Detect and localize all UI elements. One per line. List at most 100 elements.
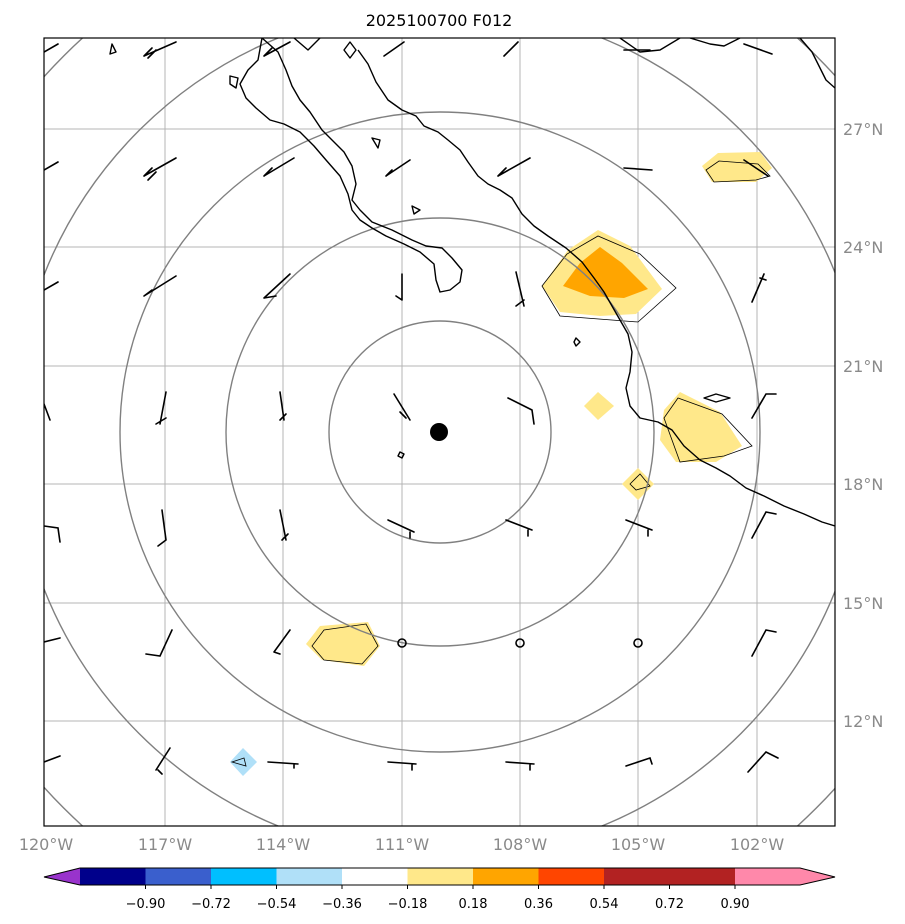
range-ring-3	[119, 111, 761, 753]
wind-barb	[143, 41, 177, 59]
colorbar-label: −0.72	[191, 897, 231, 912]
calm-markers	[397, 638, 643, 648]
coastline-baja-california	[239, 38, 463, 293]
wind-barb	[625, 756, 653, 767]
wind-barb	[393, 393, 411, 421]
positive-shade-east	[660, 392, 742, 462]
wind-barbs	[44, 41, 779, 775]
range-ring-1	[328, 320, 552, 544]
wind-barb	[387, 519, 415, 539]
coastline-north-east-1	[619, 38, 681, 53]
shaded-fields	[230, 152, 772, 776]
wind-barb	[145, 629, 173, 657]
colorbar-outline	[43, 867, 836, 886]
lat-label-18: 18°N	[843, 475, 883, 494]
coastline-islet-3	[371, 137, 381, 149]
gridlines	[44, 38, 835, 826]
latitude-labels: 27°N 24°N 21°N 18°N 15°N 12°N	[843, 120, 883, 731]
calm-wind-marker	[397, 638, 407, 648]
wind-barb	[44, 281, 59, 291]
wind-barb	[507, 397, 535, 425]
lon-label-111: 111°W	[375, 835, 430, 854]
coastline-north-1	[293, 38, 321, 51]
wind-barb	[143, 275, 177, 297]
wind-barb	[279, 391, 287, 421]
wind-barb	[625, 519, 653, 537]
lon-label-108: 108°W	[493, 835, 548, 854]
wind-barb	[157, 509, 167, 547]
wind-barb	[44, 403, 51, 421]
wind-barb	[747, 751, 779, 773]
colorbar-bin	[211, 868, 277, 885]
coastline-north-east-2	[689, 38, 741, 47]
contour-small-2	[629, 473, 651, 491]
lon-label-114: 114°W	[256, 835, 311, 854]
colorbar-bin	[80, 868, 146, 885]
colorbar-label: 0.36	[524, 897, 553, 912]
wind-barb	[751, 273, 767, 303]
colorbar-bin	[473, 868, 539, 885]
coastline-mainland-mexico	[357, 49, 835, 527]
colorbar-label: −0.54	[257, 897, 297, 912]
positive-shade-coastal-orange	[563, 247, 648, 298]
wind-barb	[44, 637, 61, 643]
lon-label-105: 105°W	[611, 835, 666, 854]
colorbar-label: 0.72	[655, 897, 684, 912]
lat-label-12: 12°N	[843, 712, 883, 731]
colorbar-bin	[669, 868, 735, 885]
lon-label-117: 117°W	[138, 835, 193, 854]
lat-label-24: 24°N	[843, 238, 883, 257]
lon-label-102: 102°W	[730, 835, 785, 854]
coastline-islet-7	[703, 393, 731, 403]
colorbar-label: −0.90	[126, 897, 166, 912]
wind-barb	[263, 273, 291, 299]
colorbar-label: 0.54	[590, 897, 619, 912]
wind-barb	[395, 273, 403, 301]
wind-barb	[263, 41, 291, 57]
wind-barb	[387, 761, 417, 771]
longitude-labels: 120°W 117°W 114°W 111°W 108°W 105°W 102°…	[19, 835, 785, 854]
lat-label-27: 27°N	[843, 120, 883, 139]
colorbar-label: 0.90	[721, 897, 750, 912]
wind-barb	[751, 511, 777, 539]
coastline-island-north	[343, 41, 357, 59]
contour-south-west	[311, 623, 379, 665]
coastline-islet-2	[229, 75, 239, 89]
range-ring-2	[225, 217, 655, 647]
colorbar-label: 0.18	[459, 897, 488, 912]
wind-barb	[44, 755, 61, 763]
colorbar-extend-min	[44, 868, 80, 885]
positive-shade-south-west	[306, 622, 380, 666]
wind-barb	[503, 41, 519, 57]
colorbar-ticks	[145, 885, 736, 889]
wind-barb	[623, 167, 653, 171]
contour-north-east	[705, 160, 771, 183]
colorbar-bin	[145, 868, 211, 885]
calm-wind-marker	[633, 638, 643, 648]
coastline-north-east-3	[799, 38, 835, 89]
wind-barb	[497, 157, 531, 177]
contour-negative	[230, 757, 247, 767]
coastline-islet-4	[411, 205, 421, 215]
coastline-islet-1	[109, 43, 117, 55]
negative-shade-light-blue	[230, 748, 257, 776]
calm-wind-marker	[515, 638, 525, 648]
wind-barb	[385, 159, 411, 177]
wind-barb	[267, 761, 299, 769]
wind-barb	[155, 747, 171, 775]
wind-barb	[44, 525, 61, 543]
wind-barb	[44, 43, 59, 53]
colorbar: −0.90 −0.72 −0.54 −0.36 −0.18 0.18 0.36 …	[43, 867, 836, 912]
contour-east	[663, 397, 753, 463]
colorbar-bin	[407, 868, 473, 885]
lat-label-21: 21°N	[843, 357, 883, 376]
colorbar-bin	[342, 868, 408, 885]
colorbar-label: −0.36	[322, 897, 362, 912]
wind-barb	[505, 519, 533, 537]
colorbar-bin	[276, 868, 342, 885]
coastline-islet-5	[573, 337, 581, 347]
colorbar-bin	[604, 868, 670, 885]
